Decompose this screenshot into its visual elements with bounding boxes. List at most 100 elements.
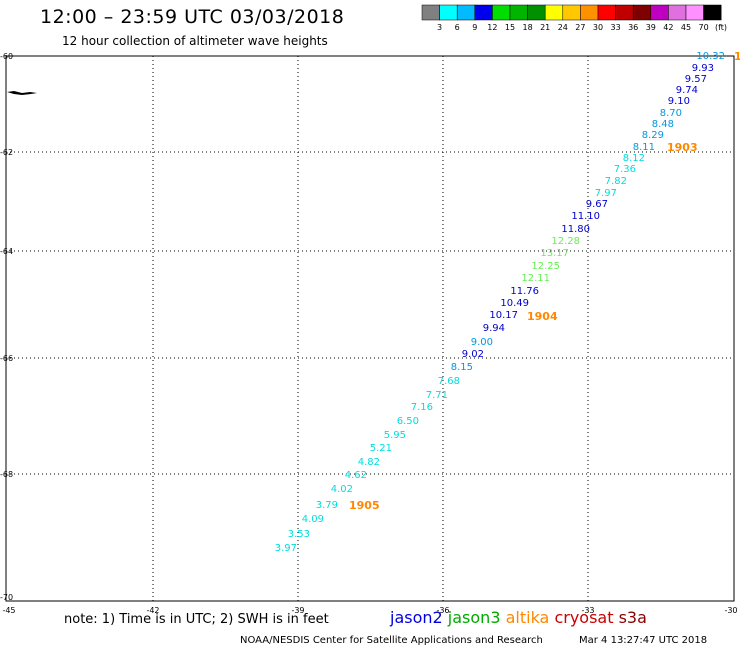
satellite-legend: jason2 jason3 altika cryosat s3a <box>390 608 647 627</box>
lat-label: -62 <box>0 148 13 157</box>
footer-note: note: 1) Time is in UTC; 2) SWH is in fe… <box>64 612 329 627</box>
colorbar-tick-label: 12 <box>487 23 497 32</box>
swh-value-label: 7.97 <box>595 188 617 199</box>
swh-value-label: 9.93 <box>692 63 714 74</box>
colorbar-swatch <box>562 4 581 21</box>
colorbar-unit: (ft) <box>715 23 727 32</box>
lon-label: -39 <box>291 606 304 615</box>
colorbar-swatch <box>597 4 616 21</box>
swh-value-label: 4.09 <box>302 514 324 525</box>
colorbar-tick-label: 30 <box>593 23 603 32</box>
swh-value-label: 10.49 <box>500 298 529 309</box>
time-label: 1904 <box>527 310 558 323</box>
swh-value-label: 4.02 <box>331 484 353 495</box>
lat-label: -70 <box>0 593 13 602</box>
lat-label: -60 <box>0 52 13 61</box>
swh-value-label: 12.28 <box>551 236 580 247</box>
swh-value-label: 7.16 <box>411 402 433 413</box>
swh-value-label: 7.36 <box>614 164 636 175</box>
colorbar-tick-label: 27 <box>575 23 585 32</box>
lat-labels: -60 -62 -64 -66 -68 -70 <box>0 52 13 602</box>
swh-value-label: 5.95 <box>384 430 406 441</box>
map-frame <box>5 55 735 602</box>
colorbar-swatch <box>421 4 440 21</box>
swh-value-label: 10.17 <box>489 310 518 321</box>
page-subtitle: 12 hour collection of altimeter wave hei… <box>62 34 328 48</box>
colorbar-tick-label: 33 <box>611 23 621 32</box>
colorbar-swatch <box>509 4 528 21</box>
lon-labels: -45 -42 -39 -36 -33 -30 <box>2 606 737 615</box>
lon-label: -45 <box>2 606 15 615</box>
swh-value-label: 11.76 <box>510 286 539 297</box>
colorbar <box>421 4 722 21</box>
swh-value-label: 5.21 <box>370 443 392 454</box>
swh-value-label: 9.10 <box>668 96 690 107</box>
colorbar-swatch <box>650 4 669 21</box>
colorbar-swatch <box>685 4 704 21</box>
time-label: 1903 <box>667 141 698 154</box>
colorbar-tick-label: 15 <box>505 23 515 32</box>
swh-value-label: 11.80 <box>561 224 590 235</box>
swh-value-label: 11.10 <box>571 211 600 222</box>
colorbar-swatch <box>474 4 493 21</box>
colorbar-tick-label: 21 <box>540 23 550 32</box>
lon-label: -30 <box>724 606 737 615</box>
lon-label: -42 <box>146 606 159 615</box>
time-label-edge: 1 <box>734 50 740 63</box>
colorbar-swatch <box>668 4 687 21</box>
swh-value-label: 4.62 <box>345 470 367 481</box>
colorbar-swatch <box>439 4 458 21</box>
legend-altika: altika <box>505 608 550 627</box>
legend-s3a: s3a <box>618 608 647 627</box>
swh-value-label: 9.67 <box>586 199 608 210</box>
time-label: 1905 <box>349 499 380 512</box>
colorbar-swatch <box>703 4 722 21</box>
lat-label: -66 <box>0 354 13 363</box>
swh-value-label: 9.74 <box>676 85 698 96</box>
lon-label: -33 <box>581 606 594 615</box>
swh-value-label: 7.68 <box>438 376 460 387</box>
graticule <box>6 56 734 601</box>
footer-credit: NOAA/NESDIS Center for Satellite Applica… <box>240 635 543 646</box>
island-shape <box>7 91 37 95</box>
swh-value-label: 3.53 <box>288 529 310 540</box>
swh-value-label: 13.17 <box>540 248 569 259</box>
colorbar-tick-label: 70 <box>699 23 709 32</box>
swh-value-label: 3.97 <box>275 543 297 554</box>
legend-jason2: jason2 <box>390 608 443 627</box>
swh-value-label: 6.50 <box>397 416 419 427</box>
swh-value-label: 12.25 <box>531 261 560 272</box>
colorbar-tick-label: 42 <box>663 23 673 32</box>
swh-value-label: 9.02 <box>462 349 484 360</box>
swh-value-label: 3.79 <box>316 500 338 511</box>
lat-label: -64 <box>0 247 13 256</box>
swh-value-label: 9.94 <box>483 323 505 334</box>
swh-value-label: 8.29 <box>642 130 664 141</box>
swh-value-label: 7.71 <box>426 390 448 401</box>
colorbar-tick-label: 24 <box>558 23 568 32</box>
colorbar-tick-label: 6 <box>455 23 460 32</box>
colorbar-tick-label: 9 <box>472 23 477 32</box>
colorbar-tick-label: 45 <box>681 23 691 32</box>
colorbar-tick-label: 18 <box>523 23 533 32</box>
colorbar-swatch <box>632 4 652 21</box>
colorbar-swatch <box>615 4 634 21</box>
colorbar-swatch <box>456 4 476 21</box>
swh-value-label: 4.82 <box>358 457 380 468</box>
lat-label: -68 <box>0 470 13 479</box>
page-title: 12:00 – 23:59 UTC 03/03/2018 <box>40 6 345 28</box>
lon-label: -36 <box>436 606 449 615</box>
swh-value-label: 9.57 <box>685 74 707 85</box>
colorbar-ticks: 3 6 9 12 15 18 21 24 27 30 33 36 39 42 45 70 <box>437 23 709 32</box>
time-labels: 1903 1904 1905 1 <box>349 50 740 512</box>
swh-value-label: 8.70 <box>660 108 682 119</box>
swh-value-label: 12.11 <box>521 273 550 284</box>
colorbar-swatch <box>527 4 546 21</box>
swh-value-label: 8.48 <box>652 119 674 130</box>
legend-jason3: jason3 <box>447 608 501 627</box>
footer-timestamp: Mar 4 13:27:47 UTC 2018 <box>579 635 708 646</box>
colorbar-swatch <box>544 4 564 21</box>
colorbar-swatch <box>492 4 511 21</box>
